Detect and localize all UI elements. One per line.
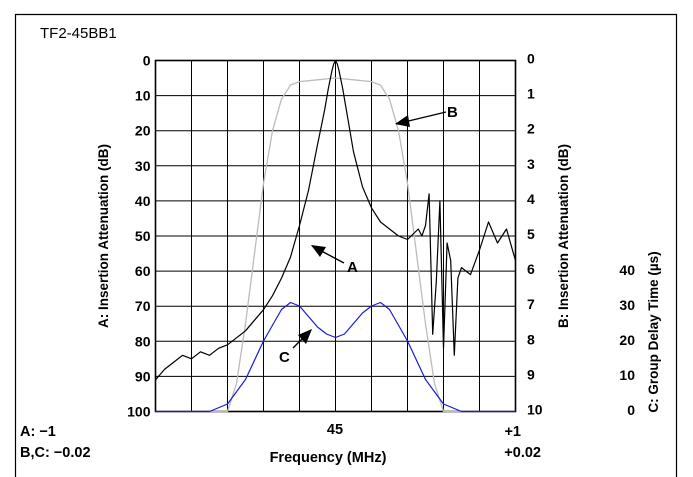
y-tick-right-b: 8: [527, 331, 535, 347]
series-b-line: [155, 77, 516, 413]
x-tick-left-a: A: −1: [20, 424, 56, 440]
y-tick-right-c: 10: [619, 367, 635, 383]
annotation-arrowhead-a: [311, 245, 326, 257]
y-tick-left: 70: [135, 298, 151, 314]
y-tick-right-c: 20: [619, 332, 635, 348]
series-a-line: [155, 59, 517, 381]
annotation-arrowhead-c: [298, 329, 312, 344]
y-tick-right-b: 7: [527, 296, 535, 312]
y-tick-right-c: 30: [619, 297, 635, 313]
y-tick-left: 0: [143, 53, 151, 69]
left-axis-ticks: 0 10 20 30 40 50 60 70 80 90 100: [127, 53, 151, 420]
grid: [155, 60, 516, 412]
y-tick-right-c: 0: [627, 402, 635, 418]
y-tick-left: 40: [135, 193, 151, 209]
y-tick-left: 50: [135, 228, 151, 244]
x-tick-right-a: +1: [504, 424, 521, 440]
annotation-label-c: C: [279, 349, 290, 366]
chart-title: TF2-45BB1: [40, 25, 117, 42]
annotation-arrowhead-b: [395, 115, 410, 127]
y-tick-left: 10: [135, 88, 151, 104]
x-axis-label: Frequency (MHz): [270, 450, 387, 466]
y-tick-left: 30: [135, 158, 151, 174]
y-tick-right-b: 3: [527, 156, 535, 172]
x-tick-left-bc: B,C: −0.02: [20, 445, 91, 461]
figure-frame: [14, 13, 678, 477]
y-axis-right-b-label: B: Insertion Attenuation (dB): [556, 144, 571, 328]
series-layer: [155, 59, 517, 413]
y-tick-right-b: 10: [527, 402, 543, 418]
y-tick-right-b: 4: [527, 191, 535, 207]
y-tick-left: 90: [135, 368, 151, 384]
y-tick-left: 20: [135, 123, 151, 139]
y-tick-right-b: 9: [527, 366, 535, 382]
y-tick-right-b: 5: [527, 226, 535, 242]
right-axis-c-ticks: 0 10 20 30 40: [619, 262, 635, 418]
series-c-line: [155, 301, 516, 413]
y-tick-left: 100: [127, 404, 151, 420]
y-tick-right-b: 0: [527, 51, 535, 67]
right-axis-b-ticks: 0 1 2 3 4 5 6 7 8 9 10: [527, 51, 543, 418]
y-tick-right-b: 6: [527, 261, 535, 277]
y-tick-left: 60: [135, 263, 151, 279]
y-axis-right-c-label: C: Group Delay Time (µs): [646, 251, 661, 412]
y-tick-right-c: 40: [619, 262, 635, 278]
annotation-label-a: A: [347, 259, 358, 276]
annotation-label-b: B: [447, 104, 458, 121]
y-tick-left: 80: [135, 333, 151, 349]
y-axis-left-label: A: Insertion Attenuation (dB): [96, 144, 111, 328]
y-tick-right-b: 2: [527, 121, 535, 137]
x-tick-right-bc: +0.02: [504, 445, 541, 461]
x-tick-center: 45: [327, 422, 343, 438]
y-tick-right-b: 1: [527, 86, 535, 102]
